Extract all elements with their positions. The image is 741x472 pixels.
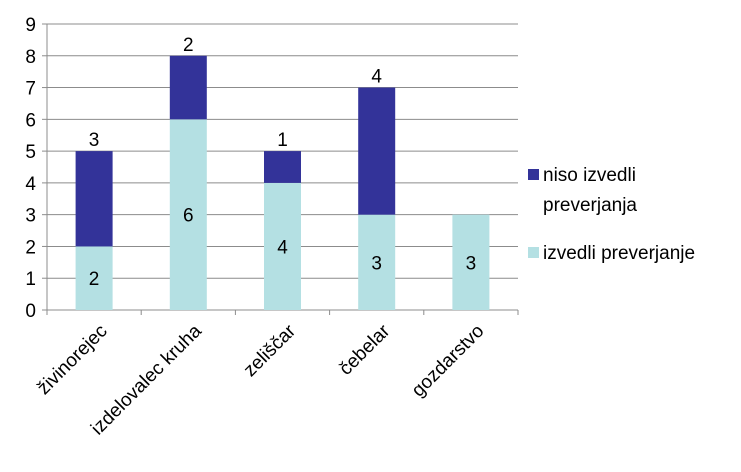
x-tick-label: gozdarstvo <box>408 321 489 402</box>
bar-segment-niso-izvedli <box>264 151 301 183</box>
data-label: 2 <box>183 35 194 56</box>
x-tick-label: zeliščar <box>240 320 301 381</box>
bars <box>75 55 490 310</box>
legend-label: niso izvedli <box>543 165 636 186</box>
bar-segment-izvedli <box>452 214 490 310</box>
legend-swatch <box>528 247 539 258</box>
data-label: 1 <box>277 130 288 151</box>
y-tick-label: 3 <box>25 206 36 227</box>
y-tick-label: 7 <box>25 79 36 100</box>
legend-label: izvedli preverjanje <box>543 243 695 264</box>
data-label: 3 <box>371 253 382 274</box>
x-tick-label: živinorejec <box>33 321 111 399</box>
y-tick-label: 8 <box>25 47 36 68</box>
y-tick-label: 5 <box>25 142 36 163</box>
data-label: 4 <box>371 67 382 88</box>
y-tick-label: 4 <box>25 174 36 195</box>
data-labels: 2 3 6 2 4 1 3 4 3 <box>89 35 476 290</box>
bar-segment-niso-izvedli <box>75 151 113 247</box>
data-label: 3 <box>89 130 100 151</box>
bar-segment-izvedli <box>75 246 113 310</box>
bar-segment-izvedli <box>358 214 396 310</box>
bar-segment-niso-izvedli <box>169 55 207 120</box>
bar-segment-izvedli <box>264 182 301 310</box>
data-label: 4 <box>277 237 288 258</box>
y-tick-label: 2 <box>25 237 36 258</box>
y-tick-label: 1 <box>25 269 36 290</box>
y-tick-label: 9 <box>25 15 36 36</box>
data-label: 6 <box>183 206 194 227</box>
legend: niso izvedli preverjanja izvedli preverjan… <box>528 165 695 264</box>
y-tick-label: 6 <box>25 110 36 131</box>
legend-label: preverjanja <box>543 195 637 216</box>
bar-segment-izvedli <box>169 119 207 310</box>
bar-segment-niso-izvedli <box>358 87 396 215</box>
data-label: 2 <box>89 269 100 290</box>
x-tick-label: čebelar <box>335 320 394 379</box>
y-tick-labels: 0 1 2 3 4 5 6 7 8 9 <box>25 15 36 322</box>
legend-swatch <box>528 169 539 180</box>
y-tick-label: 0 <box>25 301 36 322</box>
data-label: 3 <box>466 253 477 274</box>
